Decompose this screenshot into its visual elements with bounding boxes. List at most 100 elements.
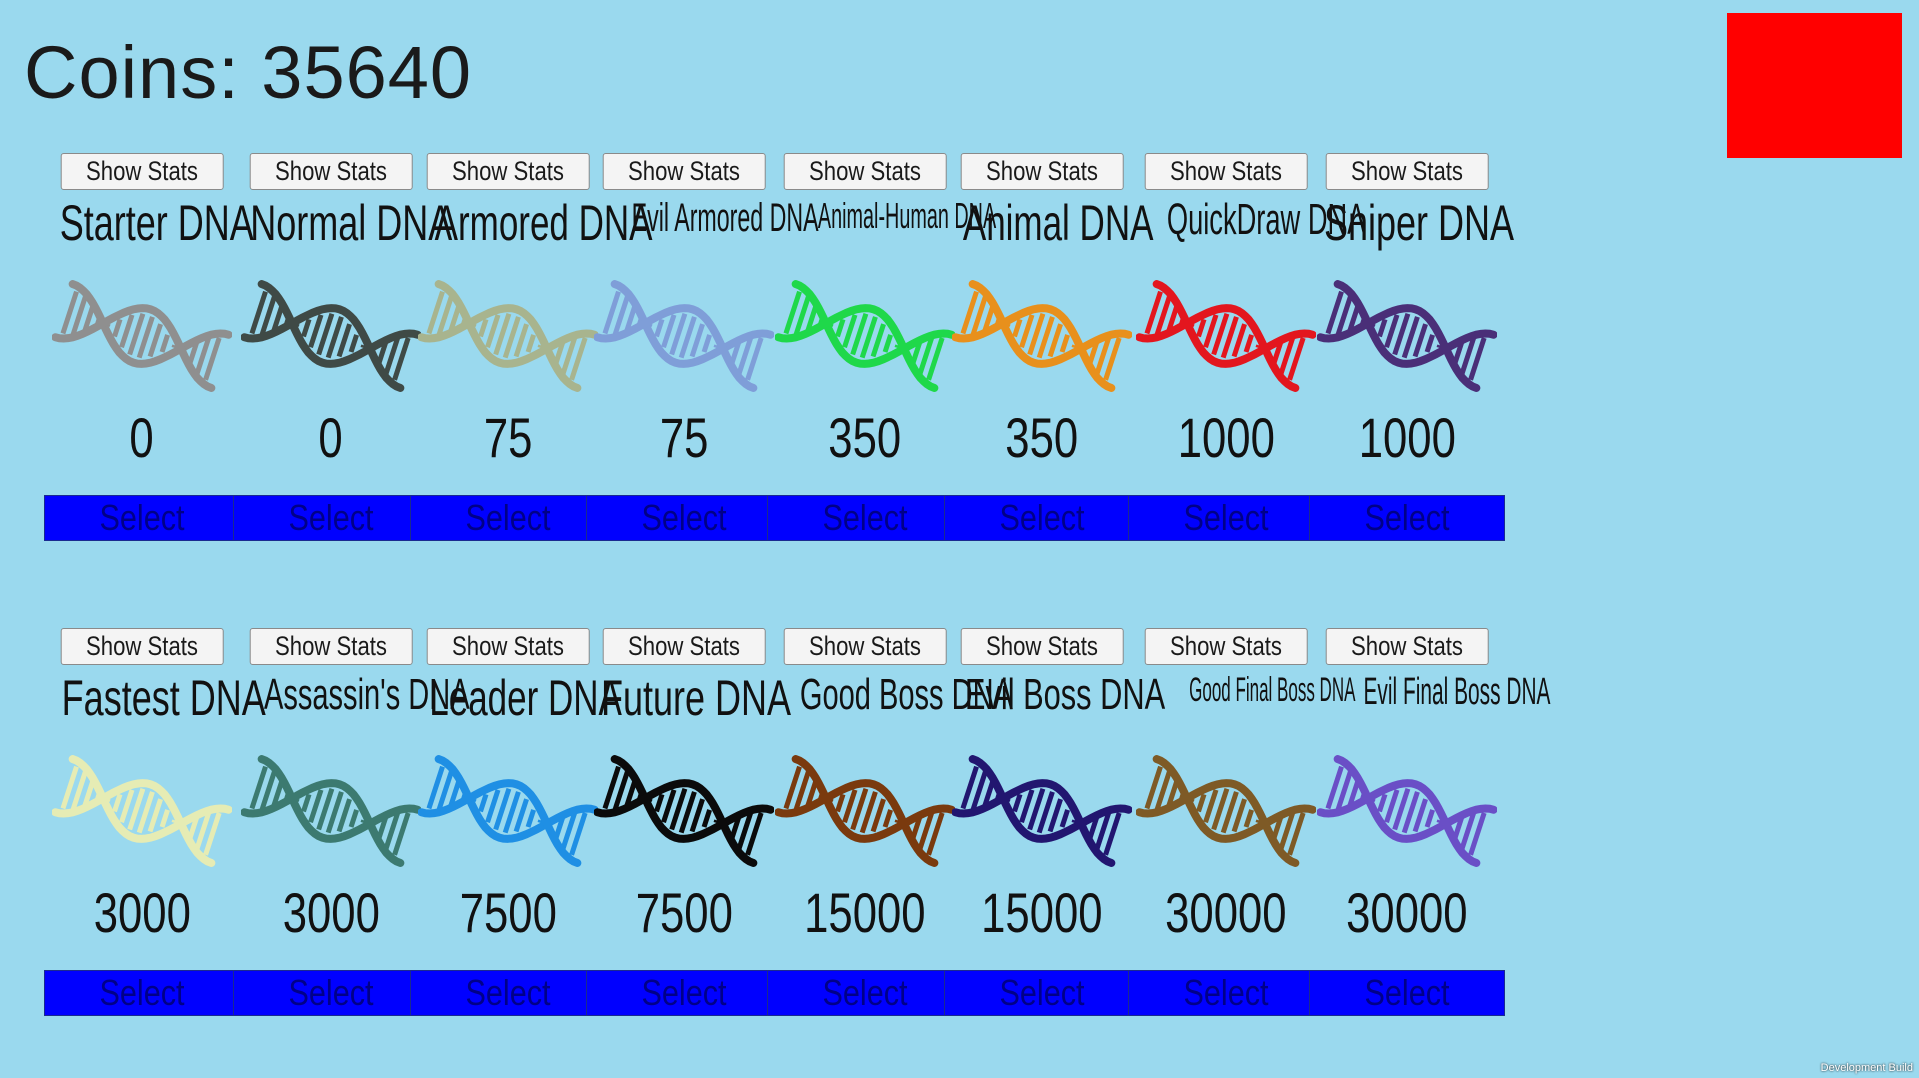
dna-name: Sniper DNA (1287, 198, 1527, 248)
dna-helix-icon (594, 755, 774, 867)
dna-price-text: 1000 (1177, 406, 1275, 469)
dna-name-text: Future DNA (600, 670, 792, 726)
dna-name-text: Evil Boss DNA (964, 670, 1166, 719)
select-label: Select (288, 972, 374, 1013)
select-label: Select (1364, 972, 1450, 1013)
select-label: Select (288, 497, 374, 538)
dna-card: Show Stats Good Final Boss DNA 30000 Select (1116, 625, 1355, 1025)
dna-price-text: 1000 (1358, 406, 1456, 469)
select-button[interactable]: Select (233, 495, 429, 541)
select-label: Select (822, 972, 908, 1013)
show-stats-button[interactable]: Show Stats (1144, 153, 1308, 190)
show-stats-button[interactable]: Show Stats (602, 628, 766, 665)
dna-name: Assassin's DNA (211, 673, 470, 717)
show-stats-button[interactable]: Show Stats (783, 153, 947, 190)
dna-card: Show Stats Normal DNA 0 Select (221, 150, 452, 550)
select-label: Select (822, 497, 908, 538)
show-stats-button[interactable]: Show Stats (1325, 628, 1489, 665)
dna-price-text: 75 (483, 406, 533, 469)
close-button[interactable] (1727, 13, 1902, 158)
select-label: Select (465, 497, 551, 538)
coins-counter: Coins: 35640 (24, 31, 473, 114)
dna-price-text: 350 (1005, 406, 1079, 469)
select-button[interactable]: Select (586, 495, 782, 541)
show-stats-button[interactable]: Show Stats (960, 153, 1124, 190)
show-stats-button[interactable]: Show Stats (602, 153, 766, 190)
dna-card: Show Stats Good Boss DNA 15000 Select (755, 625, 1013, 1025)
show-stats-button[interactable]: Show Stats (1144, 628, 1308, 665)
show-stats-button[interactable]: Show Stats (1325, 153, 1489, 190)
select-button[interactable]: Select (586, 970, 782, 1016)
dna-price: 3000 (32, 885, 252, 941)
dna-name: Armored DNA (388, 198, 653, 248)
dna-price: 75 (398, 410, 618, 466)
select-label: Select (1183, 497, 1269, 538)
show-stats-button[interactable]: Show Stats (960, 628, 1124, 665)
select-button[interactable]: Select (944, 970, 1140, 1016)
dna-helix-icon (418, 755, 598, 867)
show-stats-button[interactable]: Show Stats (60, 628, 224, 665)
dna-name-text: Good Boss DNA (799, 670, 1013, 719)
dna-helix-icon (241, 280, 421, 392)
select-button[interactable]: Select (944, 495, 1140, 541)
select-label: Select (99, 972, 185, 1013)
show-stats-label: Show Stats (86, 156, 198, 186)
select-label: Select (999, 497, 1085, 538)
show-stats-button[interactable]: Show Stats (783, 628, 947, 665)
select-button[interactable]: Select (1309, 495, 1505, 541)
dna-price-text: 15000 (804, 881, 926, 944)
dna-name-text: Leader DNA (429, 670, 622, 726)
dna-helix-icon (418, 280, 598, 392)
dna-price: 75 (574, 410, 794, 466)
select-button[interactable]: Select (767, 970, 963, 1016)
select-label: Select (1183, 972, 1269, 1013)
dna-card: Show Stats Leader DNA 7500 Select (398, 625, 622, 1025)
select-button[interactable]: Select (767, 495, 963, 541)
select-button[interactable]: Select (1128, 495, 1324, 541)
show-stats-button[interactable]: Show Stats (249, 628, 413, 665)
select-label: Select (641, 972, 727, 1013)
show-stats-label: Show Stats (86, 631, 198, 661)
dna-price-text: 30000 (1346, 881, 1468, 944)
select-button[interactable]: Select (1128, 970, 1324, 1016)
dna-name: Normal DNA (211, 195, 453, 251)
show-stats-button[interactable]: Show Stats (426, 153, 590, 190)
show-stats-label: Show Stats (986, 156, 1098, 186)
select-button[interactable]: Select (44, 495, 240, 541)
dna-card: Show Stats Evil Boss DNA 15000 Select (932, 625, 1165, 1025)
select-button[interactable]: Select (1309, 970, 1505, 1016)
dna-card: Show Stats QuickDraw DNA 1000 Select (1116, 150, 1365, 550)
dna-helix-icon (52, 280, 232, 392)
show-stats-label: Show Stats (275, 631, 387, 661)
select-label: Select (641, 497, 727, 538)
select-button[interactable]: Select (44, 970, 240, 1016)
dna-price-text: 15000 (981, 881, 1103, 944)
show-stats-button[interactable]: Show Stats (60, 153, 224, 190)
dna-price-text: 350 (828, 406, 902, 469)
dna-price-text: 7500 (459, 881, 557, 944)
dna-helix-icon (952, 280, 1132, 392)
development-build-label: Development Build (1820, 1062, 1913, 1074)
dna-name: Leader DNA (388, 673, 628, 723)
dna-name: Animal DNA (922, 198, 1162, 248)
show-stats-label: Show Stats (1170, 156, 1282, 186)
select-button[interactable]: Select (410, 495, 606, 541)
dna-price: 3000 (221, 885, 441, 941)
dna-name-text: Evil Final Boss DNA (1363, 671, 1551, 713)
show-stats-label: Show Stats (1351, 156, 1463, 186)
dna-card: Show Stats Starter DNA 0 Select (32, 150, 254, 550)
dna-card: Show Stats Fastest DNA 3000 Select (32, 625, 266, 1025)
dna-helix-icon (952, 755, 1132, 867)
select-button[interactable]: Select (410, 970, 606, 1016)
show-stats-button[interactable]: Show Stats (249, 153, 413, 190)
show-stats-label: Show Stats (1170, 631, 1282, 661)
dna-card: Show Stats Sniper DNA 1000 Select (1297, 150, 1517, 550)
select-button[interactable]: Select (233, 970, 429, 1016)
show-stats-label: Show Stats (986, 631, 1098, 661)
show-stats-button[interactable]: Show Stats (426, 628, 590, 665)
dna-name-text: Evil Armored DNA (631, 196, 819, 240)
select-label: Select (1364, 497, 1450, 538)
select-label: Select (99, 497, 185, 538)
dna-name-text: Normal DNA (250, 195, 453, 251)
show-stats-label: Show Stats (452, 631, 564, 661)
